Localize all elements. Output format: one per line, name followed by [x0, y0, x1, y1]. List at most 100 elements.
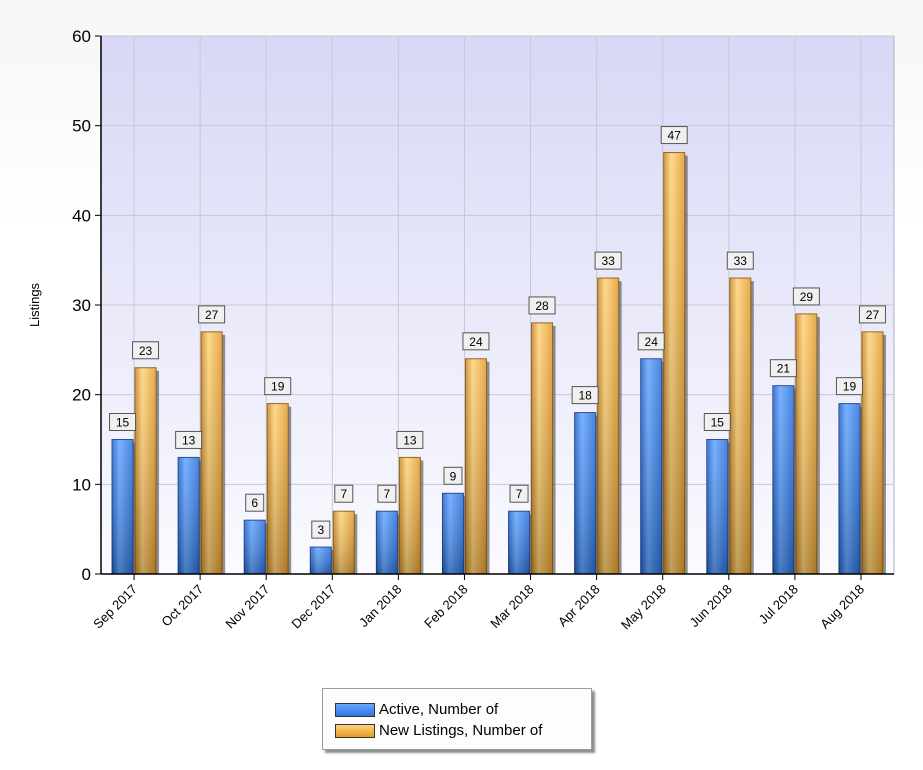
bar-shade [112, 439, 134, 574]
y-axis-title: Listings [27, 282, 42, 327]
x-tick-label: Nov 2017 [222, 582, 272, 632]
y-tick-label: 50 [72, 117, 91, 136]
data-label-box [264, 377, 292, 396]
data-label: 29 [800, 290, 814, 304]
data-label-box [132, 341, 160, 360]
legend: Active, Number of New Listings, Number o… [322, 688, 592, 750]
legend-item-active: Active, Number of [335, 699, 591, 720]
bar-shade [640, 358, 662, 574]
x-tick-label: Sep 2017 [90, 582, 140, 632]
data-label-box [245, 493, 265, 512]
bar-shade [310, 547, 332, 574]
bar-shade [399, 457, 421, 574]
legend-swatch-new-listings [335, 723, 375, 738]
data-label: 13 [182, 433, 196, 447]
y-tick-label: 10 [72, 475, 91, 494]
bar-shade [772, 385, 794, 574]
x-tick-label: Oct 2017 [158, 582, 206, 630]
data-label-box [571, 386, 599, 405]
data-label: 15 [116, 416, 130, 430]
bar-shade [465, 358, 487, 574]
data-label-box [198, 305, 226, 324]
data-label: 6 [251, 496, 258, 510]
x-tick-label: Jan 2018 [356, 582, 404, 630]
x-tick-label: Jun 2018 [686, 582, 734, 630]
y-tick-label: 20 [72, 386, 91, 405]
data-label-box [769, 359, 797, 378]
data-label: 19 [843, 380, 857, 394]
data-label: 13 [403, 433, 417, 447]
data-label: 27 [205, 308, 219, 322]
bar-shade [597, 278, 619, 574]
data-label: 18 [578, 389, 592, 403]
bar-shade [861, 331, 883, 574]
data-label-box [396, 430, 424, 449]
data-label-box [311, 520, 331, 539]
bar-shade [135, 367, 157, 574]
y-tick-label: 30 [72, 296, 91, 315]
bar-shade [267, 403, 289, 574]
data-label: 28 [535, 299, 549, 313]
bar-shade [508, 511, 530, 574]
bar-shade [244, 520, 266, 574]
bar-shade [178, 457, 200, 574]
data-label-box [835, 377, 863, 396]
y-tick-label: 40 [72, 206, 91, 225]
y-tick-label: 0 [82, 565, 91, 584]
data-label-box [594, 251, 622, 270]
y-tick-label: 60 [72, 27, 91, 46]
x-tick-label: Mar 2018 [487, 582, 536, 631]
data-label-box [792, 287, 820, 306]
data-label-box [858, 305, 886, 324]
data-label: 47 [668, 129, 682, 143]
legend-label-new-listings: New Listings, Number of [379, 722, 543, 739]
data-label: 7 [384, 487, 391, 501]
bar-shade [201, 331, 223, 574]
bar-shade [531, 322, 553, 574]
data-label: 19 [271, 380, 285, 394]
data-label-box [109, 413, 137, 431]
data-label: 15 [711, 416, 725, 430]
x-tick-label: Jul 2018 [756, 582, 801, 627]
data-label-box [726, 251, 754, 270]
data-label: 7 [340, 487, 347, 501]
data-label: 23 [139, 344, 153, 358]
data-label: 7 [516, 487, 523, 501]
data-label-box [528, 296, 556, 315]
data-label: 21 [777, 362, 791, 376]
bar-shade [574, 412, 596, 574]
x-tick-label: Aug 2018 [817, 582, 867, 632]
bar-shade [795, 313, 817, 574]
legend-swatch-active [335, 702, 375, 717]
x-tick-label: May 2018 [618, 582, 669, 633]
data-label: 9 [450, 469, 457, 483]
data-label-box [334, 484, 354, 503]
data-label-box [462, 332, 490, 351]
data-label: 24 [645, 335, 659, 349]
data-label: 27 [866, 308, 880, 322]
bar-shade [838, 403, 860, 574]
bar-shade [663, 152, 685, 575]
data-label-box [660, 126, 688, 145]
data-label: 33 [601, 254, 615, 268]
bar-shade [706, 439, 728, 574]
bar-shade [729, 278, 751, 574]
data-label-box [637, 332, 665, 351]
bar-shade [376, 511, 398, 574]
bar-shade [333, 511, 355, 574]
legend-item-new-listings: New Listings, Number of [335, 720, 591, 741]
x-tick-label: Dec 2017 [288, 582, 338, 632]
data-label: 24 [469, 335, 483, 349]
x-tick-label: Apr 2018 [555, 582, 603, 630]
data-label-box [175, 430, 203, 449]
data-label-box [509, 484, 529, 503]
data-label-box [443, 466, 463, 485]
data-label-box [703, 413, 731, 431]
legend-label-active: Active, Number of [379, 701, 499, 718]
data-label: 33 [734, 254, 748, 268]
bar-shade [442, 493, 464, 574]
data-labels: 15 23 13 27 6 19 3 7 7 13 9 24 7 28 18 33 24 47 15 33 21 29 19… [109, 126, 886, 539]
x-tick-label: Feb 2018 [421, 582, 470, 631]
data-label-box [377, 484, 397, 503]
